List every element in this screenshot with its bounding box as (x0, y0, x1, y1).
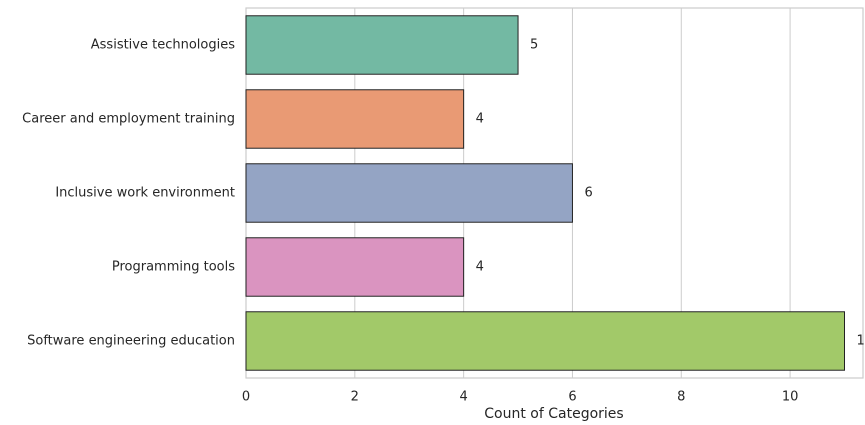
y-tick-label: Career and employment training (22, 112, 235, 127)
x-axis-label: Count of Categories (484, 406, 623, 422)
data-label: 5 (530, 38, 538, 53)
x-tick-label: 8 (677, 390, 685, 405)
data-label: 6 (584, 186, 592, 201)
y-tick-label: Assistive technologies (91, 38, 235, 53)
data-label: 11 (857, 334, 865, 349)
bar (245, 89, 465, 149)
bar (245, 163, 573, 223)
x-tick-label: 4 (459, 390, 467, 405)
data-label: 4 (476, 260, 484, 275)
data-label: 4 (476, 112, 484, 127)
x-tick-label: 10 (782, 390, 799, 405)
y-tick-label: Inclusive work environment (55, 186, 235, 201)
y-tick-label: Programming tools (112, 260, 235, 275)
x-tick-label: 2 (351, 390, 359, 405)
bar (245, 311, 846, 371)
y-tick-label: Software engineering education (27, 334, 235, 349)
bar (245, 15, 519, 75)
x-tick-label: 0 (242, 390, 250, 405)
x-tick-label: 6 (568, 390, 576, 405)
bar (245, 237, 465, 297)
